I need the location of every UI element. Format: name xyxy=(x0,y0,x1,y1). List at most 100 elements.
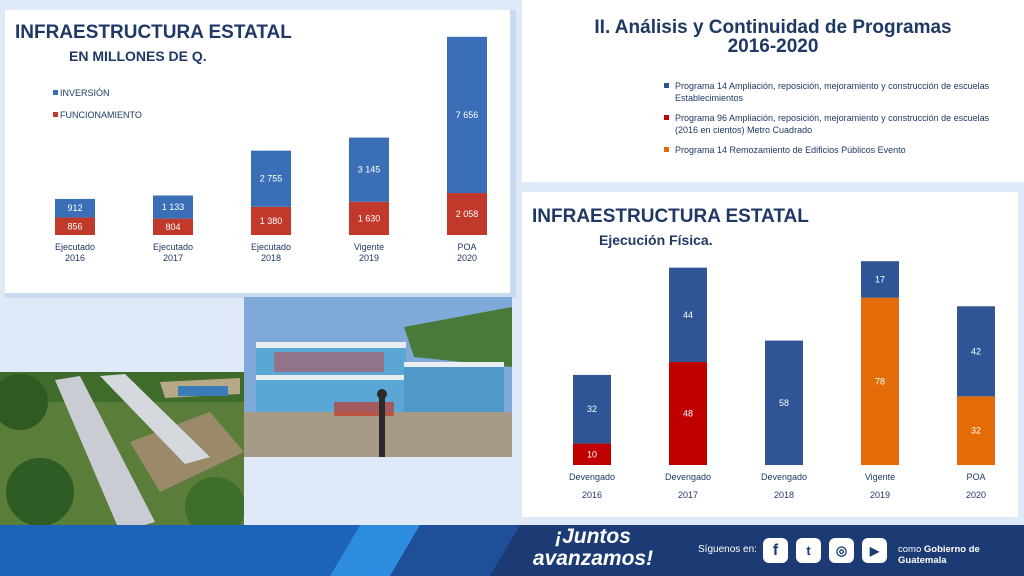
data-label: 1 380 xyxy=(260,216,283,226)
bar-segment xyxy=(573,374,611,444)
legend-item: Programa 14 Ampliación, reposición, mejo… xyxy=(664,80,989,104)
slogan-line1: ¡Juntos xyxy=(555,525,631,548)
x-tick-label: 2016 xyxy=(65,253,85,263)
legend-swatch xyxy=(664,83,669,88)
programs-title-line1: II. Análisis y Continuidad de Programas xyxy=(594,17,952,38)
x-tick-label: Ejecutado xyxy=(153,242,193,252)
programs-panel: II. Análisis y Continuidad de Programas … xyxy=(522,0,1024,182)
bar-segment xyxy=(957,306,995,397)
bar-segment xyxy=(349,137,389,202)
x-tick-label: POA xyxy=(457,242,476,252)
data-label: 804 xyxy=(165,222,180,232)
programs-title-line2: 2016-2020 xyxy=(727,36,819,57)
social-handle: como Gobierno de Guatemala xyxy=(898,544,1024,566)
bar-segment xyxy=(957,396,995,465)
data-label: 856 xyxy=(67,221,82,231)
x-tick-label: 2016 xyxy=(582,490,602,500)
x-tick-label: 2019 xyxy=(359,253,379,263)
x-tick-label: Devengado xyxy=(761,472,807,482)
chart-subtitle: Ejecución Física. xyxy=(599,232,713,248)
chart-title: INFRAESTRUCTURA ESTATAL xyxy=(15,22,292,43)
chart-panel-inversion: INFRAESTRUCTURA ESTATAL EN MILLONES DE Q… xyxy=(5,10,516,298)
x-tick-label: Ejecutado xyxy=(55,242,95,252)
data-label: 1 133 xyxy=(162,202,185,212)
footer-stripes xyxy=(0,525,520,576)
x-tick-label: 2017 xyxy=(163,253,183,263)
legend-label: INVERSIÓN xyxy=(60,88,110,98)
data-label: 44 xyxy=(683,310,693,320)
slogan-line2: avanzamos! xyxy=(532,547,654,570)
bar-segment xyxy=(861,297,899,465)
bar-segment xyxy=(153,195,193,219)
legend-label: FUNCIONAMIENTO xyxy=(60,110,142,120)
data-label: 10 xyxy=(587,449,597,459)
bar-segment xyxy=(573,443,611,465)
legend-item: Programa 14 Remozamiento de Edificios Pú… xyxy=(664,144,906,156)
youtube-icon[interactable]: ▶ xyxy=(862,538,887,563)
x-tick-label: 2020 xyxy=(457,253,477,263)
data-label: 7 656 xyxy=(456,110,479,120)
chart-title: INFRAESTRUCTURA ESTATAL xyxy=(532,206,809,227)
data-label: 58 xyxy=(779,398,789,408)
bar-segment xyxy=(447,193,487,235)
handle-prefix: como xyxy=(898,544,922,555)
handle-name: Gobierno de Guatemala xyxy=(898,544,980,566)
legend-text: (2016 en cientos) Metro Cuadrado xyxy=(675,125,813,135)
stacked-bar-chart-inversion: INVERSIÓNFUNCIONAMIENTO856912Ejecutado20… xyxy=(53,36,487,263)
x-tick-label: 2018 xyxy=(774,490,794,500)
data-label: 32 xyxy=(587,404,597,414)
data-label: 48 xyxy=(683,409,693,419)
x-tick-label: POA xyxy=(966,472,985,482)
x-tick-label: Vigente xyxy=(354,242,384,252)
follow-label: Síguenos en: xyxy=(698,544,757,555)
school-building-photo xyxy=(244,297,512,457)
x-tick-label: 2018 xyxy=(261,253,281,263)
legend-swatch xyxy=(53,112,58,117)
bar-segment xyxy=(55,217,95,235)
stacked-bar-chart-fisica: 10 32 Devengado 2016 48 44 Devengado 2017 58 Deve… xyxy=(569,261,995,500)
x-tick-label: Devengado xyxy=(569,472,615,482)
bar-segment xyxy=(251,206,291,235)
x-tick-label: 2019 xyxy=(870,490,890,500)
footer-banner: ¡Juntos avanzamos! Síguenos en: f t ◎ ▶ … xyxy=(0,525,1024,576)
chart-panel-fisica: INFRAESTRUCTURA ESTATAL Ejecución Física… xyxy=(522,192,1018,517)
data-label: 2 058 xyxy=(456,209,479,219)
programs-title: II. Análisis y Continuidad de Programas … xyxy=(522,18,1024,56)
data-label: 32 xyxy=(971,426,981,436)
bar-segment xyxy=(251,150,291,207)
data-label: 1 630 xyxy=(358,213,381,223)
legend-text: Establecimientos xyxy=(675,93,744,103)
legend-text: Programa 96 Ampliación, reposición, mejo… xyxy=(675,113,990,123)
bar-segment xyxy=(349,201,389,235)
legend-swatch xyxy=(664,115,669,120)
x-tick-label: 2017 xyxy=(678,490,698,500)
data-label: 78 xyxy=(875,376,885,386)
data-label: 912 xyxy=(67,203,82,213)
bar-segment xyxy=(153,218,193,235)
slogan: ¡Juntos avanzamos! xyxy=(518,526,668,570)
bar-segment xyxy=(861,261,899,298)
legend-swatch xyxy=(664,147,669,152)
legend-text: Programa 14 Remozamiento de Edificios Pú… xyxy=(675,145,906,155)
school-aerial-photo xyxy=(0,372,244,532)
bar-segment xyxy=(55,198,95,218)
bar-segment xyxy=(447,36,487,194)
x-tick-label: Vigente xyxy=(865,472,895,482)
data-label: 42 xyxy=(971,346,981,356)
x-tick-label: 2020 xyxy=(966,490,986,500)
data-label: 17 xyxy=(875,274,885,284)
facebook-icon[interactable]: f xyxy=(763,538,788,563)
x-tick-label: Ejecutado xyxy=(251,242,291,252)
twitter-icon[interactable]: t xyxy=(796,538,821,563)
bar-segment xyxy=(669,362,707,465)
legend-text: Programa 14 Ampliación, reposición, mejo… xyxy=(675,81,990,91)
x-tick-label: Devengado xyxy=(665,472,711,482)
bar-segment xyxy=(669,267,707,363)
data-label: 2 755 xyxy=(260,174,283,184)
chart-subtitle: EN MILLONES DE Q. xyxy=(69,48,207,64)
bar-segment xyxy=(765,340,803,465)
legend-item: Programa 96 Ampliación, reposición, mejo… xyxy=(664,112,989,136)
data-label: 3 145 xyxy=(358,165,381,175)
legend-swatch xyxy=(53,90,58,95)
instagram-icon[interactable]: ◎ xyxy=(829,538,854,563)
